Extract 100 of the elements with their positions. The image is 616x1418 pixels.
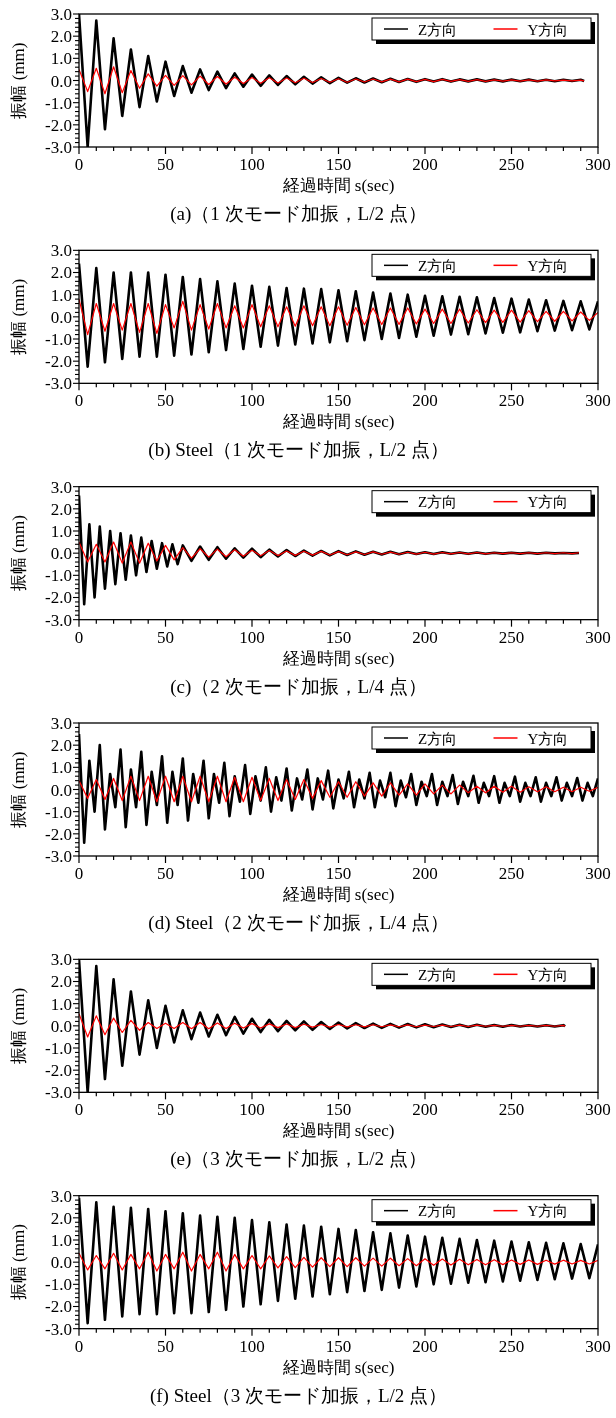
legend-label: Z方向 <box>418 1203 458 1220</box>
x-tick-label: 300 <box>585 1336 611 1356</box>
legend-label: Z方向 <box>418 730 458 747</box>
y-tick-label: 1.0 <box>50 1231 72 1250</box>
x-tick-label: 150 <box>325 627 352 647</box>
legend-label: Y方向 <box>527 1203 569 1220</box>
x-tick-label: 100 <box>239 1336 265 1356</box>
y-tick-label: -2.0 <box>45 115 72 135</box>
y-axis-title: 振幅 (mm) <box>9 42 28 119</box>
y-tick-label: -2.0 <box>45 352 72 372</box>
x-tick-label: 250 <box>498 391 525 411</box>
legend-label: Z方向 <box>418 494 458 511</box>
x-axis-title: 経過時間 s(sec) <box>281 1121 395 1141</box>
x-tick-label: 300 <box>585 391 611 411</box>
x-tick-label: 150 <box>325 1100 352 1120</box>
y-tick-label: 3.0 <box>50 5 72 24</box>
legend-label: Y方向 <box>527 494 569 511</box>
y-tick-label: -3.0 <box>45 1319 72 1339</box>
y-tick-label: -3.0 <box>45 610 72 630</box>
x-tick-label: 300 <box>585 864 611 883</box>
x-tick-label: 0 <box>74 627 84 647</box>
line-series <box>79 775 598 803</box>
y-tick-label: 0.0 <box>50 1253 72 1273</box>
x-axis-title: 経過時間 s(sec) <box>281 412 395 432</box>
x-tick-label: 150 <box>325 1336 352 1356</box>
y-tick-label: -1.0 <box>45 1039 72 1058</box>
y-tick-label: -1.0 <box>45 802 72 822</box>
x-tick-label: 100 <box>239 864 265 883</box>
y-tick-label: 3.0 <box>50 1186 72 1206</box>
x-tick-label: 0 <box>74 1100 84 1120</box>
x-axis-title: 経過時間 s(sec) <box>281 176 395 195</box>
y-tick-label: 2.0 <box>50 1208 72 1228</box>
x-tick-label: 50 <box>157 627 174 647</box>
x-tick-label: 50 <box>157 1336 174 1356</box>
y-tick-label: -1.0 <box>45 93 72 113</box>
x-tick-label: 0 <box>74 1336 84 1356</box>
legend-label: Z方向 <box>418 966 458 983</box>
line-series <box>79 66 585 95</box>
y-tick-label: -1.0 <box>45 330 72 349</box>
x-tick-label: 100 <box>239 391 265 411</box>
y-tick-label: -2.0 <box>45 824 72 844</box>
x-axis-title: 経過時間 s(sec) <box>281 885 395 904</box>
x-tick-label: 100 <box>239 627 265 647</box>
y-tick-label: -2.0 <box>45 1061 72 1081</box>
legend-label: Y方向 <box>527 257 569 274</box>
x-tick-label: 300 <box>585 155 611 174</box>
y-axis-title: 振幅 (mm) <box>9 751 28 828</box>
x-tick-label: 200 <box>412 391 438 411</box>
x-tick-label: 150 <box>325 864 352 883</box>
legend-label: Y方向 <box>527 730 569 747</box>
y-tick-label: 2.0 <box>50 27 72 47</box>
y-tick-label: -3.0 <box>45 374 72 394</box>
x-tick-label: 200 <box>412 864 438 883</box>
y-tick-label: 0.0 <box>50 544 72 564</box>
y-tick-label: -3.0 <box>45 847 72 866</box>
y-tick-label: -1.0 <box>45 566 72 586</box>
legend-label: Y方向 <box>527 966 569 983</box>
y-axis-title: 振幅 (mm) <box>9 1224 28 1301</box>
x-tick-label: 100 <box>239 1100 265 1120</box>
y-tick-label: 2.0 <box>50 499 72 519</box>
line-series <box>79 298 598 336</box>
x-tick-label: 0 <box>74 391 84 411</box>
y-tick-label: 0.0 <box>50 1016 72 1036</box>
y-tick-label: 3.0 <box>50 714 72 733</box>
y-tick-label: -2.0 <box>45 588 72 608</box>
line-series <box>79 1251 598 1272</box>
x-tick-label: 250 <box>498 864 525 883</box>
text: (d) Steel（2 次モード加振，L/4 点） <box>148 912 449 934</box>
y-tick-label: -3.0 <box>45 1083 72 1103</box>
x-tick-label: 200 <box>412 1336 438 1356</box>
x-tick-label: 200 <box>412 627 438 647</box>
y-tick-label: 3.0 <box>50 950 72 970</box>
y-tick-label: 2.0 <box>50 972 72 992</box>
y-tick-label: 0.0 <box>50 307 72 327</box>
y-tick-label: 1.0 <box>50 994 72 1014</box>
y-tick-label: 0.0 <box>50 71 72 91</box>
x-tick-label: 100 <box>239 155 265 174</box>
x-tick-label: 200 <box>412 155 438 174</box>
x-tick-label: 250 <box>498 627 525 647</box>
legend-label: Z方向 <box>418 257 458 274</box>
y-tick-label: -1.0 <box>45 1275 72 1295</box>
text: (e)（3 次モード加振，L/2 点） <box>170 1148 427 1171</box>
y-axis-title: 振幅 (mm) <box>9 987 28 1064</box>
legend-label: Y方向 <box>527 21 569 38</box>
text: (a)（1 次モード加振，L/2 点） <box>170 203 427 225</box>
line-series <box>79 1013 566 1038</box>
text: (c)（2 次モード加振，L/4 点） <box>170 675 427 698</box>
y-tick-label: 1.0 <box>50 49 72 69</box>
x-axis-title: 経過時間 s(sec) <box>281 648 395 668</box>
x-tick-label: 50 <box>157 1100 174 1120</box>
y-tick-label: 0.0 <box>50 780 72 800</box>
y-tick-label: 1.0 <box>50 522 72 541</box>
x-tick-label: 250 <box>498 1100 525 1120</box>
y-tick-label: 2.0 <box>50 736 72 756</box>
x-axis-title: 経過時間 s(sec) <box>281 1357 395 1377</box>
x-tick-label: 200 <box>412 1100 438 1120</box>
x-tick-label: 50 <box>157 864 174 883</box>
y-axis-title: 振幅 (mm) <box>9 278 28 355</box>
y-tick-label: 2.0 <box>50 263 72 283</box>
y-axis-title: 振幅 (mm) <box>9 515 28 592</box>
